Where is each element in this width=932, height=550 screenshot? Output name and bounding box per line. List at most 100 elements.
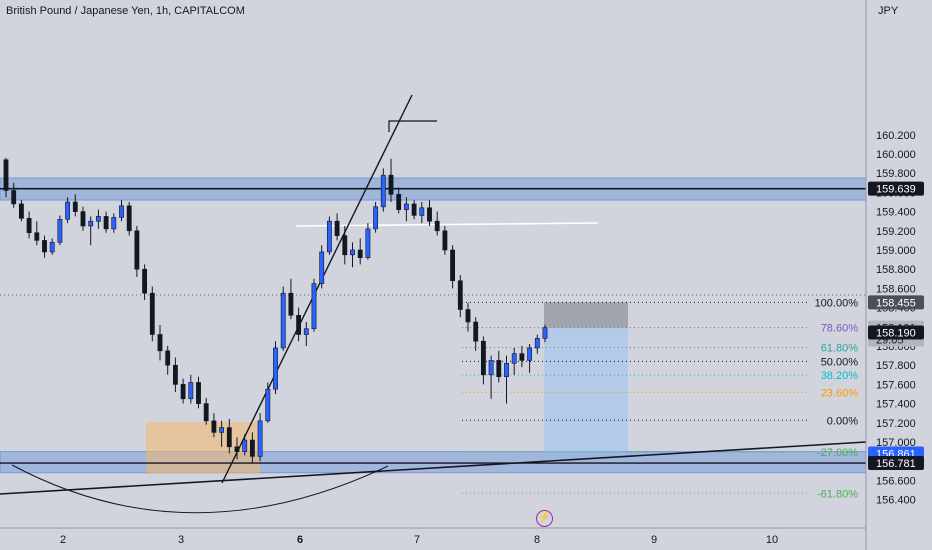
price-tick-label: 156.600: [876, 475, 916, 487]
time-tick-label: 3: [178, 534, 184, 546]
plot-background: [0, 0, 866, 528]
candle-body: [257, 420, 263, 457]
candle-body: [234, 446, 240, 452]
candle-body: [273, 347, 278, 390]
fib-label: 100.00%: [815, 297, 859, 309]
candle-body: [365, 228, 371, 258]
trendline-up: [221, 94, 413, 484]
price-tick-label: 160.200: [876, 130, 916, 142]
candle-body: [157, 334, 163, 352]
candle-body: [126, 205, 132, 232]
currency-label: JPY: [878, 5, 899, 17]
fib-label: 38.20%: [821, 370, 859, 382]
demand-box: [146, 422, 260, 474]
candle-body: [26, 218, 32, 234]
fib-label: 50.00%: [821, 356, 859, 368]
candle-body: [42, 240, 47, 253]
candle-body: [388, 174, 394, 195]
candle-body: [319, 251, 325, 284]
candle-body: [149, 292, 155, 335]
candle-body: [296, 314, 302, 335]
price-tick-label: 157.200: [876, 418, 916, 430]
candle-body: [419, 207, 425, 216]
candle-body: [288, 292, 294, 316]
price-tag-label: 159.639: [876, 184, 916, 196]
price-tick-label: 157.600: [876, 379, 916, 391]
price-tick-label: 158.800: [876, 264, 916, 276]
price-tick-label: 159.800: [876, 168, 916, 180]
candle-body: [134, 230, 140, 270]
candle-body: [442, 230, 448, 251]
time-tick-label: 7: [414, 534, 420, 546]
candle-body: [11, 190, 17, 205]
candle-body: [303, 328, 309, 335]
candle-body: [219, 427, 225, 433]
price-tag-bg: [868, 181, 924, 196]
candle-body: [211, 420, 217, 433]
candle-body: [496, 360, 502, 378]
price-tag-label: 158.190: [876, 328, 916, 340]
candle-body: [49, 242, 55, 253]
fib-label: -61.80%: [817, 488, 858, 500]
candle-body: [411, 203, 417, 216]
price-tag-label: 158.455: [876, 297, 916, 309]
price-tick-label: 157.000: [876, 437, 916, 449]
fib-label: 78.60%: [821, 323, 859, 335]
fib-label: 0.00%: [827, 415, 858, 427]
candle-body: [34, 232, 40, 241]
price-tag: 158.190: [868, 325, 924, 340]
candle-body: [542, 327, 548, 339]
price-tick-label: 156.400: [876, 495, 916, 507]
price-tag-bg: [868, 325, 924, 340]
candle-body: [18, 203, 24, 219]
time-tick-label: 10: [766, 534, 778, 546]
candle-body: [65, 201, 71, 220]
candle-body: [57, 218, 63, 243]
candle-body: [465, 309, 471, 323]
time-tick-label: 9: [651, 534, 657, 546]
candle-body: [95, 216, 101, 222]
candle-body: [165, 350, 171, 366]
support-zone: [0, 451, 867, 474]
candle-body: [480, 340, 486, 376]
lightning-icon[interactable]: ⚡: [536, 510, 553, 527]
price-tag-bg: [868, 456, 924, 471]
candle-body: [504, 362, 509, 378]
candle-body: [334, 220, 340, 236]
price-tick-label: 157.400: [876, 399, 916, 411]
candle-body: [249, 439, 255, 457]
candle-body: [72, 201, 78, 212]
price-tick-label: 159.400: [876, 207, 916, 219]
candle-body: [111, 217, 117, 230]
candle-body: [196, 382, 201, 404]
candle-body: [396, 194, 402, 210]
candle-body: [434, 220, 440, 232]
candle-body: [380, 174, 386, 208]
candle-body: [226, 427, 232, 448]
candle-body: [265, 388, 271, 422]
time-tick-label: 6: [297, 534, 303, 546]
candle-body: [119, 205, 124, 218]
candle-body: [427, 207, 432, 222]
candle-body: [473, 321, 479, 342]
stop-loss-box: [544, 302, 628, 328]
candle-body: [88, 220, 94, 227]
candle-body: [357, 249, 363, 258]
candle-body: [172, 364, 178, 385]
candle-body: [103, 216, 109, 230]
candle-body: [511, 353, 517, 364]
chart-title: British Pound / Japanese Yen, 1h, CAPITA…: [6, 5, 245, 17]
candle-body: [519, 353, 525, 361]
candle-body: [311, 283, 317, 330]
candle-body: [350, 249, 355, 256]
take-profit-box: [544, 327, 628, 456]
candle-body: [80, 211, 86, 227]
candle-body: [373, 206, 379, 230]
candle-body: [242, 439, 248, 452]
candle-body: [450, 249, 456, 282]
price-tag: 159.639: [868, 181, 924, 196]
price-tick-label: 159.000: [876, 245, 916, 257]
trendline-support: [0, 441, 867, 495]
